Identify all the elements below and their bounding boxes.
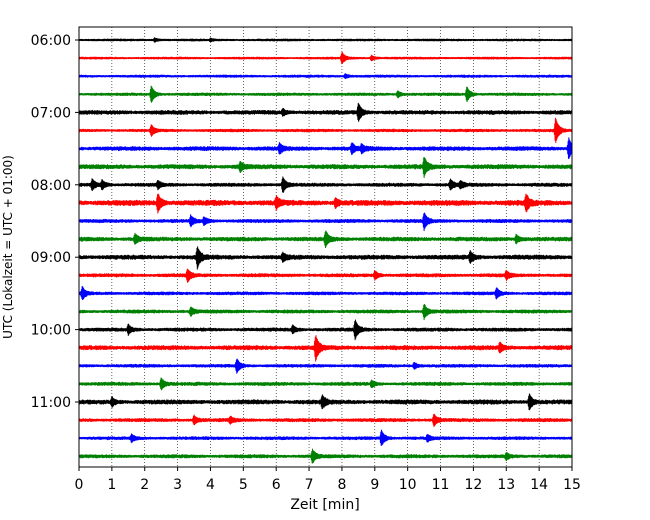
x-tick-label: 9	[370, 477, 379, 493]
trace-0915	[78, 268, 573, 283]
trace-0830	[78, 212, 573, 232]
x-tick-label: 6	[272, 477, 281, 493]
y-axis-ticks: 06:00 07:00 08:00 09:00 10:00 11:00	[31, 33, 79, 411]
y-tick-label: 06:00	[31, 33, 71, 49]
trace-0930	[78, 285, 573, 301]
x-tick-label: 10	[399, 477, 417, 493]
trace-0845	[78, 230, 573, 249]
trace-0630	[78, 73, 573, 80]
trace-1030	[78, 358, 573, 374]
trace-1015	[78, 335, 573, 362]
x-tick-label: 8	[337, 477, 346, 493]
x-tick-label: 15	[563, 477, 581, 493]
x-tick-label: 4	[206, 477, 215, 493]
x-tick-label: 1	[107, 477, 116, 493]
x-tick-label: 11	[432, 477, 450, 493]
x-tick-label: 0	[75, 477, 84, 493]
trace-0815	[78, 193, 573, 214]
trace-0730	[78, 137, 573, 159]
trace-1000	[78, 319, 573, 341]
trace-0800	[78, 176, 573, 193]
trace-1115	[78, 413, 573, 428]
trace-0700	[78, 102, 573, 122]
y-tick-label: 09:00	[31, 250, 71, 266]
y-tick-label: 07:00	[31, 105, 71, 121]
trace-1045	[78, 377, 573, 391]
plot-frame	[78, 26, 573, 468]
seismic-traces	[78, 37, 573, 464]
trace-0900	[78, 246, 573, 270]
trace-0615	[78, 51, 573, 65]
trace-1130	[78, 429, 573, 446]
trace-1145	[78, 448, 573, 464]
x-tick-label: 5	[239, 477, 248, 493]
x-tick-label: 3	[173, 477, 182, 493]
trace-0945	[78, 303, 573, 321]
trace-1100	[78, 393, 573, 411]
x-tick-label: 12	[464, 477, 482, 493]
grid-lines	[111, 27, 540, 467]
trace-0600	[78, 37, 573, 43]
trace-0745	[78, 157, 573, 179]
x-tick-label: 14	[530, 477, 548, 493]
y-tick-label: 10:00	[31, 323, 71, 339]
y-axis-label: UTC (Lokalzeit = UTC + 01:00)	[1, 155, 15, 339]
x-axis-ticks: 0 1 2 3 4 5 6 7 8 9 10 11 12 13 14 15	[75, 467, 581, 493]
trace-0645	[78, 85, 573, 103]
x-tick-label: 2	[140, 477, 149, 493]
trace-0715	[78, 117, 573, 144]
y-tick-label: 08:00	[31, 178, 71, 194]
y-tick-label: 11:00	[31, 395, 71, 411]
x-axis-label: Zeit [min]	[290, 497, 359, 513]
x-tick-label: 7	[305, 477, 314, 493]
x-tick-label: 13	[497, 477, 515, 493]
